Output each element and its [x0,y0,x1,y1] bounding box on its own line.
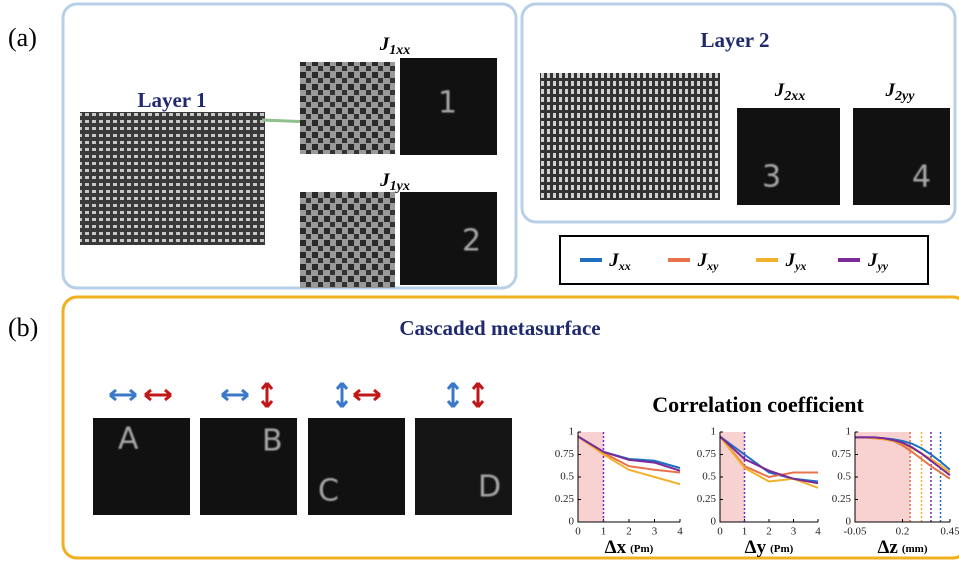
j-label: J1yx [379,170,410,194]
panel-label: (a) [8,23,37,52]
x-axis-symbol: Δx [605,537,627,558]
x-axis-symbol: Δz [877,537,898,558]
image-glyph: 1 [438,86,457,121]
y-tick-label: 0.75 [555,448,575,460]
j-label: Jxy [697,250,719,272]
j-symbol: J [885,80,896,101]
x-tick-label: 0.45 [940,526,959,538]
y-tick-label: 0.5 [837,471,851,483]
j-subscript: 2yy [894,89,915,104]
image-glyph: D [478,470,501,505]
y-tick-label: 1 [569,426,575,438]
layer-title: Layer 1 [137,88,206,112]
x-axis-label: Δx(Pm) [605,537,654,558]
panel-title: Cascaded metasurface [399,316,600,340]
y-tick-label: 0.75 [697,448,717,460]
x-tick-label: 3 [652,526,658,538]
j-label: Jyy [867,250,889,272]
x-axis-unit: (Pm) [770,543,794,555]
x-axis-label: Δz (mm) [877,537,927,558]
figure: (a) (b) Layer 1 Layer 2 Cascaded metasur… [0,0,959,561]
image-glyph: 4 [912,160,931,195]
j-symbol: J [867,250,878,271]
x-axis-unit: (Pm) [630,543,654,555]
y-tick-label: 0.5 [702,471,716,483]
j-label: J2yy [885,80,916,104]
polarization-arrows [110,383,483,407]
image-glyph: 3 [762,160,781,195]
x-tick-label: 3 [791,526,797,538]
j-symbol: J [608,250,619,271]
image-glyph: A [118,422,139,457]
j-label: J1xx [379,34,411,58]
x-axis-symbol: Δy [745,537,767,558]
y-tick-label: 0 [711,516,717,528]
j-subscript: yx [793,259,806,273]
x-axis-unit: (mm) [902,543,928,555]
y-tick-label: 0.25 [832,493,852,505]
x-tick-label: 0 [717,526,723,538]
x-tick-label: 0 [575,526,581,538]
sem-image [540,73,720,200]
j-subscript: 1xx [389,43,410,58]
y-tick-label: 1 [711,426,717,438]
j-subscript: 1yx [390,179,410,194]
j-symbol: J [697,250,708,271]
j-symbol: J [774,80,785,101]
image-glyph: B [262,424,283,459]
j-subscript: yy [875,259,888,273]
y-tick-label: 0.25 [555,493,575,505]
y-tick-label: 0.5 [560,471,574,483]
y-tick-label: 1 [846,426,852,438]
j-label: Jxx [608,250,630,272]
j-label: Jyx [785,250,807,272]
image-glyph: C [318,474,339,509]
x-tick-label: 1 [742,526,748,538]
x-tick-label: 4 [677,526,683,538]
j-subscript: xy [706,259,719,273]
x-tick-label: 2 [626,526,632,538]
x-tick-label: -0.05 [844,526,867,538]
image-glyph: 2 [462,224,481,259]
speckle-image [737,108,840,205]
j-symbol: J [785,250,796,271]
j-subscript: xx [618,259,631,273]
x-tick-label: 1 [601,526,607,538]
j-label: J2xx [774,80,806,104]
y-tick-label: 0 [569,516,575,528]
speckle-image [853,108,950,205]
x-tick-label: 4 [815,526,821,538]
y-tick-label: 0.75 [832,448,852,460]
panel-label: (b) [8,313,38,342]
qr-image [300,192,395,288]
j-symbol: J [379,34,390,55]
j-symbol: J [379,170,390,191]
speckle-image [93,418,190,515]
speckle-image [400,192,497,285]
qr-image [300,62,395,154]
sem-image [80,112,265,245]
j-subscript: 2xx [783,89,805,104]
charts-title: Correlation coefficient [652,392,864,417]
x-tick-label: 0.2 [896,526,910,538]
x-tick-label: 2 [766,526,772,538]
layer-title: Layer 2 [700,28,769,52]
x-axis-label: Δy(Pm) [745,537,794,558]
y-tick-label: 0.25 [697,493,717,505]
